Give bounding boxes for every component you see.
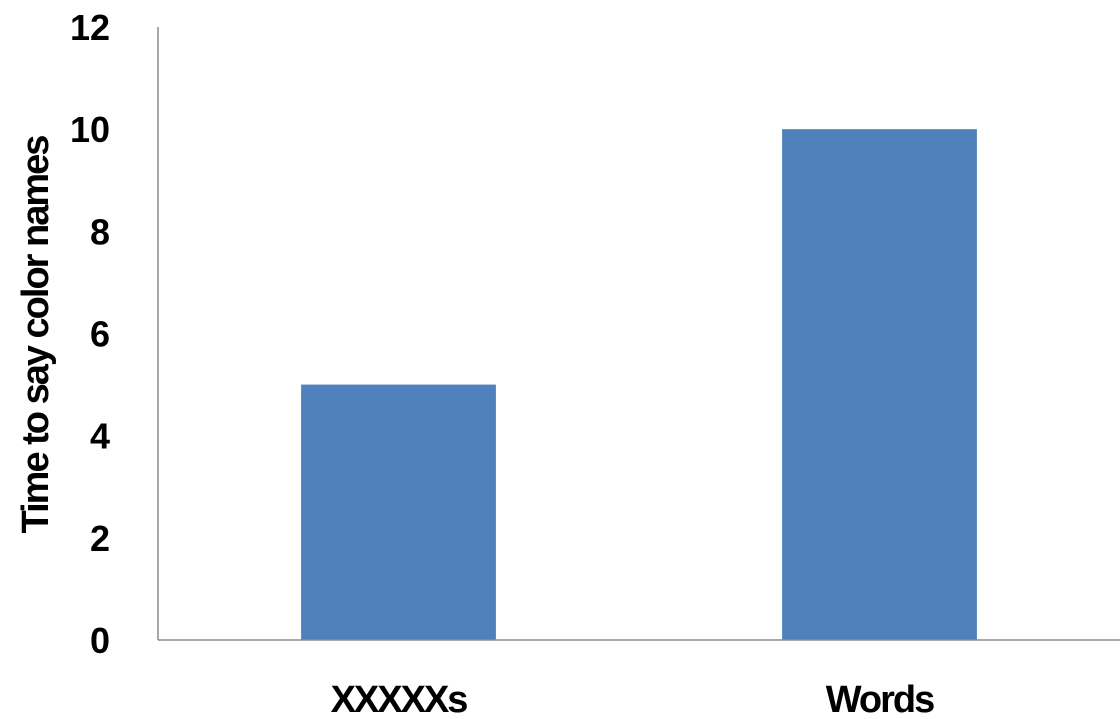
x-category-labels: XXXXXs Words xyxy=(331,679,937,719)
y-tick-labels: 0 2 4 6 8 10 12 xyxy=(70,7,110,661)
y-tick-label: 8 xyxy=(90,211,110,252)
bars-group xyxy=(301,129,977,640)
bar-xxxxxs xyxy=(301,384,496,640)
y-tick-label: 2 xyxy=(90,518,110,559)
y-tick-label: 10 xyxy=(70,109,110,150)
y-tick-label: 4 xyxy=(90,416,110,457)
y-axis-title: Time to say color names xyxy=(15,136,57,534)
bar-words xyxy=(782,129,977,640)
x-category-label: XXXXXs xyxy=(331,679,468,719)
y-tick-label: 6 xyxy=(90,314,110,355)
y-tick-label: 0 xyxy=(90,620,110,661)
x-category-label: Words xyxy=(826,679,934,719)
y-tick-label: 12 xyxy=(70,7,110,48)
